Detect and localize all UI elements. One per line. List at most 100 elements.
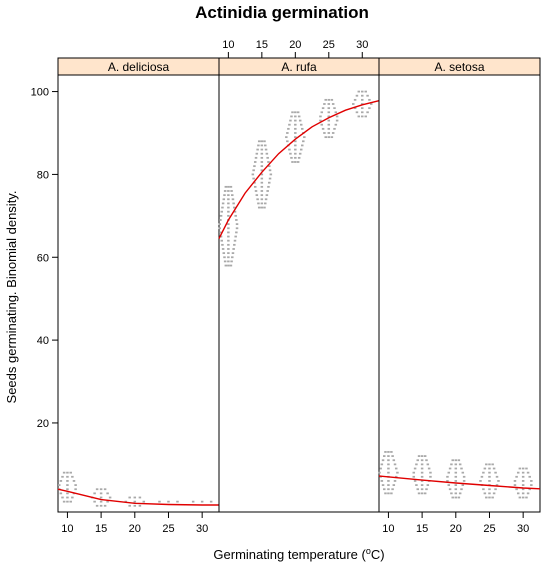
point [219,231,222,234]
point [488,467,491,470]
y-tick-label: 40 [37,335,49,347]
point [426,463,430,466]
point [412,471,416,474]
point [231,256,234,259]
point [319,119,322,122]
point [288,148,291,151]
fit-line-2 [218,100,380,239]
y-tick-label: 20 [37,418,49,430]
point [387,467,390,470]
point [294,140,297,143]
point [265,194,269,197]
point [221,248,225,250]
point [383,488,386,491]
point [257,144,260,147]
point [415,484,418,486]
x-axis-label-superscript: o [366,546,371,556]
point [320,123,324,126]
point [335,119,339,122]
point [291,111,294,114]
panel-border-3 [378,74,541,513]
point [133,504,137,507]
x-tick-label: 15 [416,523,428,535]
point [324,98,327,101]
x-tick-label: 10 [61,523,73,535]
point [327,123,331,126]
point [260,169,264,172]
point [420,467,424,470]
point [420,463,424,466]
point [353,98,357,101]
point [335,115,339,118]
point [66,480,69,482]
point [327,132,331,134]
point [446,475,449,478]
point [103,504,107,507]
point [333,127,336,130]
point [142,500,146,503]
x-tick-label-top: 10 [222,39,234,51]
point [227,256,230,259]
point [525,496,528,499]
point [266,156,269,159]
panel-border-1 [57,74,220,513]
point [330,98,334,101]
point [462,480,466,482]
point [260,173,264,176]
point [427,467,431,470]
point [99,492,103,495]
point [482,488,485,491]
point [222,198,226,201]
point [227,223,230,226]
point [387,488,390,491]
point [488,492,491,495]
point [260,198,264,201]
point [429,475,432,478]
point [227,252,230,255]
point [99,504,103,507]
point [294,152,297,155]
point [99,488,103,491]
point [294,115,297,118]
point [167,500,170,503]
point [417,455,421,457]
points-2 [218,90,373,267]
point [448,467,452,470]
point [227,231,230,234]
point [479,480,482,482]
point [133,500,137,503]
point [62,500,66,503]
point [390,492,393,495]
point [460,488,463,491]
point [252,177,255,180]
point [227,190,230,192]
point [454,475,458,478]
point [138,496,142,499]
x-axis-label-main: Germinating temperature ( [213,547,366,562]
point [361,107,364,110]
point [488,496,491,499]
point [233,210,237,213]
point [61,475,64,478]
point [334,111,338,114]
point [446,480,449,482]
point [223,260,227,263]
point [393,463,397,466]
x-tick-label: 10 [382,523,394,535]
panel-1: A. deliciosa [57,57,220,513]
point [99,500,103,503]
point [176,500,179,503]
point [334,123,338,126]
point [420,488,424,491]
point [454,488,458,491]
x-tick-label-top: 25 [323,39,335,51]
x-axis-label-unit: C) [371,547,385,562]
point [330,136,334,139]
point [260,156,264,159]
point [526,471,530,474]
point [380,463,384,466]
point [219,219,222,221]
point [483,467,487,470]
point [454,484,458,486]
point [260,144,264,147]
